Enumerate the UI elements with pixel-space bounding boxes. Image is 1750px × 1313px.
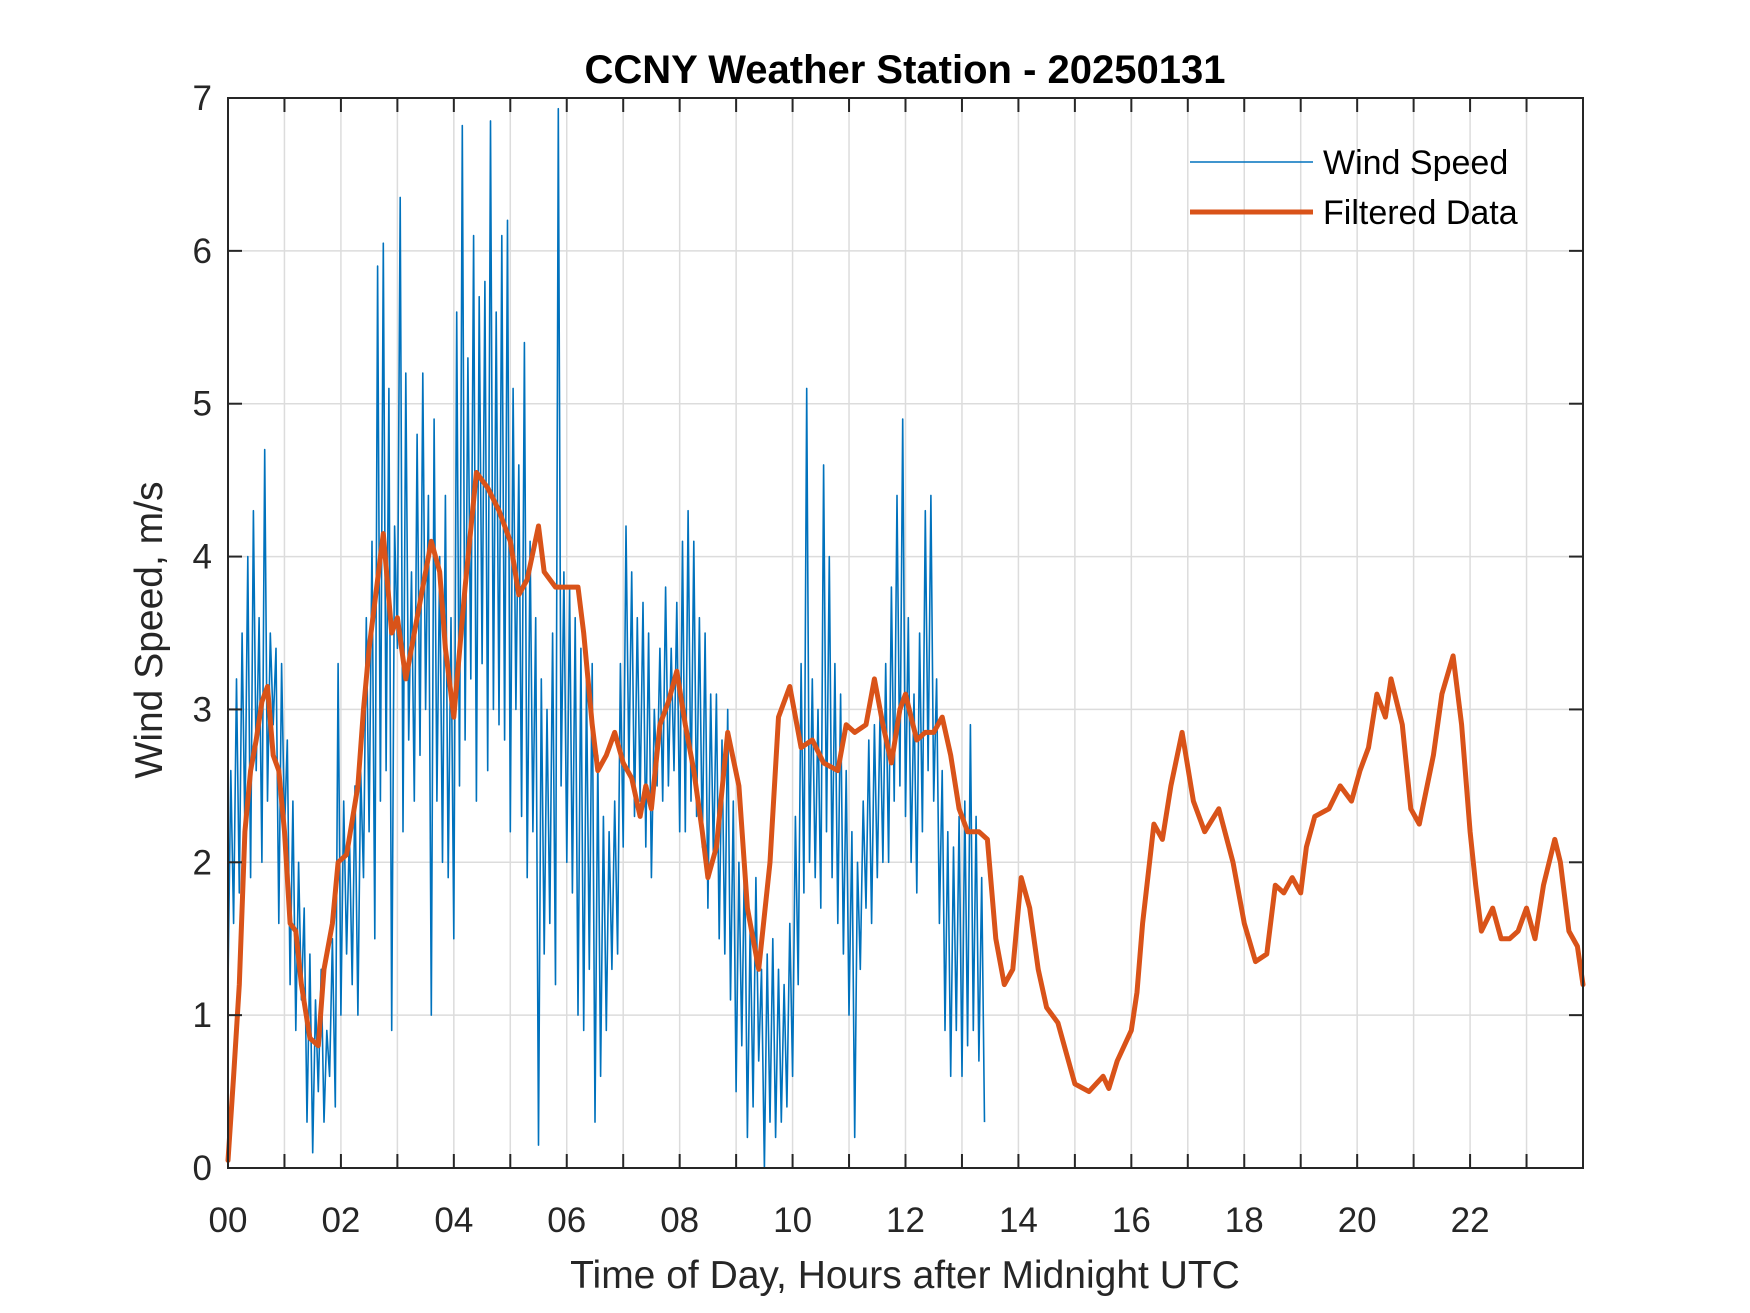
y-tick-label: 3 [193, 690, 212, 729]
x-tick-label: 16 [1112, 1201, 1151, 1240]
x-tick-label: 12 [886, 1201, 925, 1240]
x-tick-label: 18 [1225, 1201, 1264, 1240]
filtered-data-line [225, 470, 1586, 1163]
x-tick-labels: 00 02 04 06 08 10 12 14 16 18 20 22 [209, 1201, 1490, 1240]
y-tick-label: 0 [193, 1149, 212, 1188]
filtered-data-series [225, 470, 1586, 1163]
x-tick-label: 20 [1338, 1201, 1377, 1240]
y-tick-labels: 0 1 2 3 4 5 6 7 [193, 79, 212, 1188]
grid-lines [228, 98, 1583, 1168]
legend-label-filtered-data: Filtered Data [1323, 194, 1518, 232]
y-tick-label: 2 [193, 843, 212, 882]
y-axis-label: Wind Speed, m/s [128, 482, 171, 779]
x-tick-label: 08 [660, 1201, 699, 1240]
x-tick-label: 02 [321, 1201, 360, 1240]
x-tick-label: 06 [547, 1201, 586, 1240]
y-tick-label: 6 [193, 232, 212, 271]
wind-speed-series [227, 107, 986, 1169]
x-tick-label: 00 [209, 1201, 248, 1240]
y-tick-label: 1 [193, 996, 212, 1035]
axis-ticks [227, 97, 1583, 1169]
x-tick-label: 22 [1451, 1201, 1490, 1240]
x-axis-label: Time of Day, Hours after Midnight UTC [570, 1254, 1240, 1297]
x-tick-label: 10 [773, 1201, 812, 1240]
y-tick-label: 7 [193, 79, 212, 118]
y-tick-label: 4 [193, 538, 212, 577]
chart-title: CCNY Weather Station - 20250131 [585, 48, 1226, 92]
wind-speed-line [227, 107, 986, 1169]
y-tick-label: 5 [193, 385, 212, 424]
legend: Wind Speed Filtered Data [1190, 144, 1518, 232]
x-tick-label: 04 [434, 1201, 473, 1240]
x-tick-label: 14 [999, 1201, 1038, 1240]
legend-label-wind-speed: Wind Speed [1323, 144, 1508, 182]
